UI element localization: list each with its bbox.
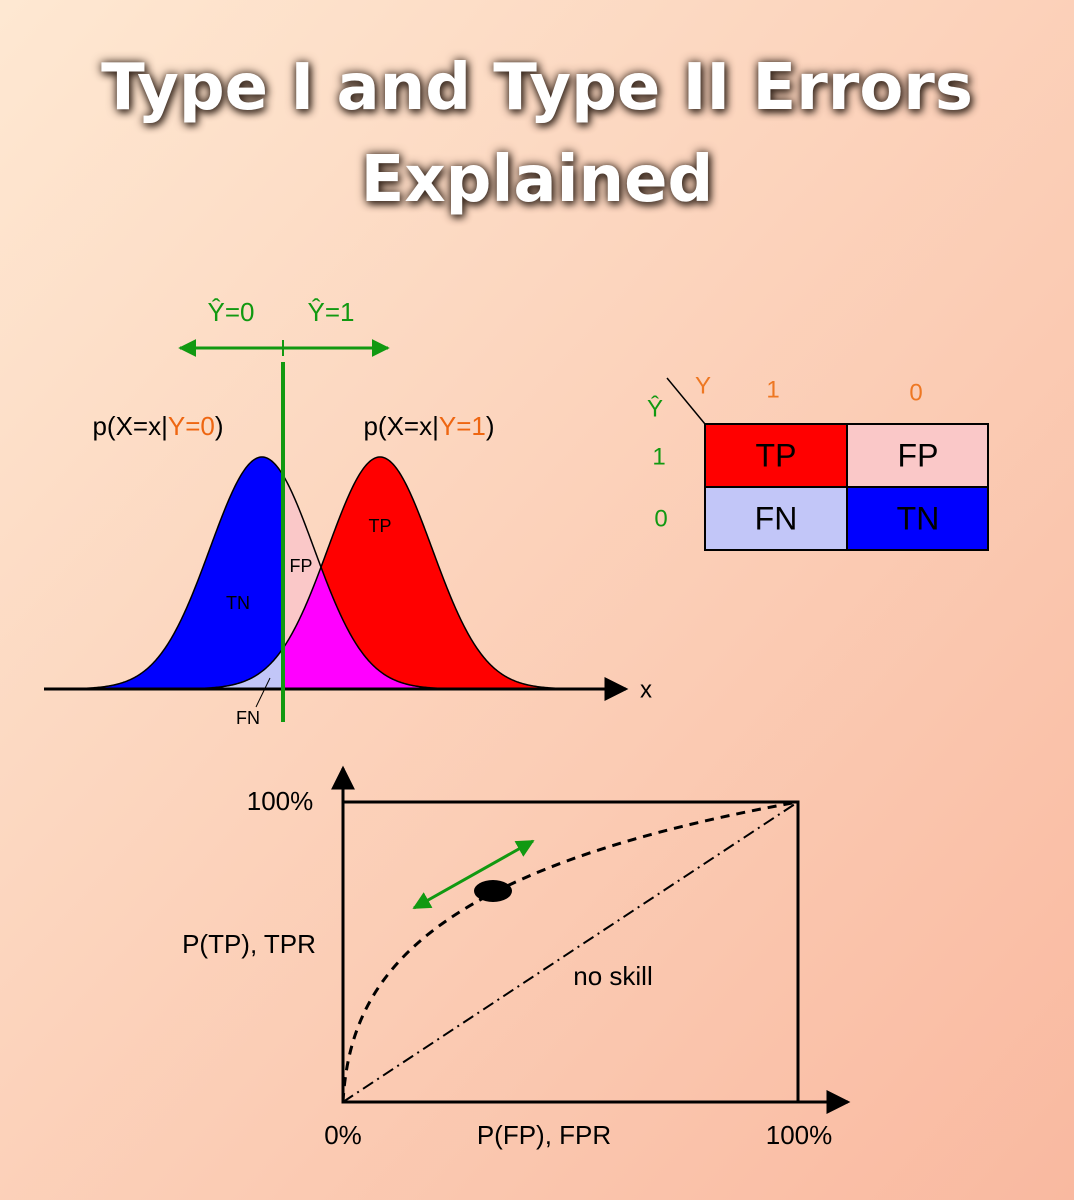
matrix-diagonal xyxy=(666,377,706,425)
fn-region xyxy=(150,648,283,689)
baseline-label: no skill xyxy=(573,961,652,991)
cell-label: FN xyxy=(755,500,798,536)
cell-label: FP xyxy=(898,437,939,473)
region-label: TN xyxy=(226,593,250,613)
threshold-arrow xyxy=(412,839,535,910)
curve-label: p(X=x|Y=1) xyxy=(363,411,494,441)
y-max-label: 100% xyxy=(247,786,314,816)
region-label: FP xyxy=(289,556,312,576)
actual-value: 1 xyxy=(766,376,779,403)
decision-label: Ŷ=1 xyxy=(308,297,355,327)
matrix-cell xyxy=(704,423,848,488)
decision-label: Ŷ=0 xyxy=(208,297,255,327)
curve-label-suffix: ) xyxy=(486,411,495,441)
fn-pointer xyxy=(255,677,271,708)
actual-value: 0 xyxy=(909,379,922,406)
matrix-cell xyxy=(846,423,989,488)
tn-region xyxy=(60,457,283,689)
tp-region xyxy=(283,457,600,689)
cell-label: TN xyxy=(897,500,940,536)
roc-curve xyxy=(341,800,799,1103)
curve-label-prefix: p(X=x| xyxy=(92,411,167,441)
predicted-value: 0 xyxy=(654,505,667,532)
title: Type I and Type II Errors Explained xyxy=(101,51,973,217)
density-curve xyxy=(160,456,600,690)
matrix-cell xyxy=(846,486,989,551)
predicted-value: 1 xyxy=(652,443,665,470)
predicted-label: Ŷ xyxy=(647,395,663,422)
x-axis-label: P(FP), FPR xyxy=(477,1120,611,1150)
x-min-label: 0% xyxy=(324,1120,362,1150)
curve-label-suffix: ) xyxy=(215,411,224,441)
x-axis-label: x xyxy=(640,676,652,703)
curve-label-condition: Y=0 xyxy=(168,411,215,441)
no-skill-line xyxy=(342,801,799,1103)
region-label: FN xyxy=(236,708,260,728)
region-label: TP xyxy=(368,516,391,536)
actual-label: Y xyxy=(695,372,711,399)
curve-label-condition: Y=1 xyxy=(439,411,486,441)
matrix-cell xyxy=(704,486,848,551)
cell-label: TP xyxy=(756,437,797,473)
density-curve xyxy=(59,456,480,690)
operating-point xyxy=(474,880,512,902)
curve-label-prefix: p(X=x| xyxy=(363,411,438,441)
distributions xyxy=(59,456,600,690)
y-axis-label: P(TP), TPR xyxy=(182,929,316,959)
curve-label: p(X=x|Y=0) xyxy=(92,411,223,441)
x-max-label: 100% xyxy=(766,1120,833,1150)
